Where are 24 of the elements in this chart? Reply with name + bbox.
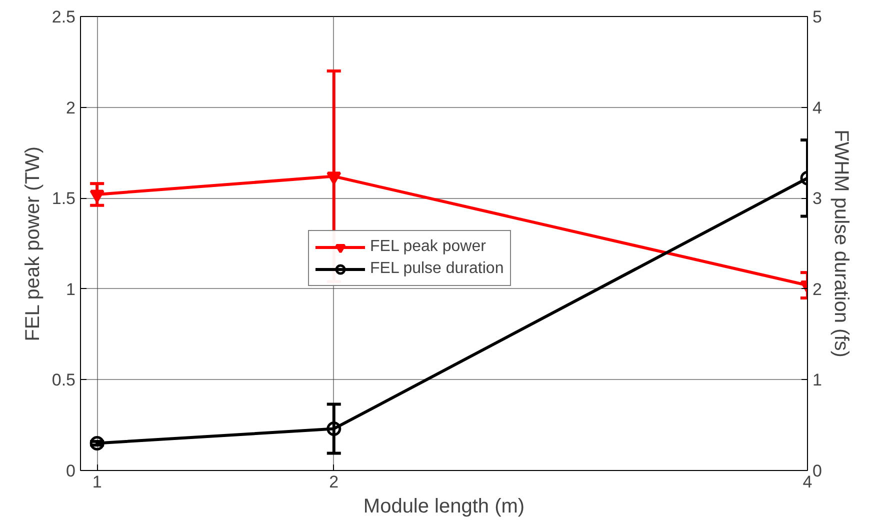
y-tick-label: 2 <box>66 98 76 118</box>
y-tick-label: 1.5 <box>52 189 76 208</box>
y-tick-label: 0.5 <box>52 370 76 390</box>
x-axis-title: Module length (m) <box>363 496 525 518</box>
point <box>326 421 342 436</box>
x-tick-label: 1 <box>92 472 102 492</box>
x-tick-label: 4 <box>802 472 812 492</box>
y2-tick-label: 0 <box>812 462 822 480</box>
x-tick-label: 2 <box>329 472 339 492</box>
y2-tick-label: 4 <box>812 98 822 118</box>
legend-label: FEL pulse duration <box>370 260 504 278</box>
y-tick-label: 1 <box>66 280 76 299</box>
y-tick-label: 0 <box>66 462 76 480</box>
legend-label: FEL peak power <box>370 238 486 256</box>
point <box>90 436 104 450</box>
y2-axis-title: FWHM pulse duration (fs) <box>830 130 852 358</box>
y-tick-label: 2.5 <box>52 8 76 26</box>
y-axis-title: FEL peak power (TW) <box>22 146 44 342</box>
point <box>326 172 342 184</box>
y2-tick-label: 3 <box>812 189 822 208</box>
point <box>90 190 104 203</box>
y2-tick-label: 5 <box>812 8 822 26</box>
y2-tick-label: 2 <box>812 280 822 299</box>
y2-tick-label: 1 <box>812 370 822 390</box>
